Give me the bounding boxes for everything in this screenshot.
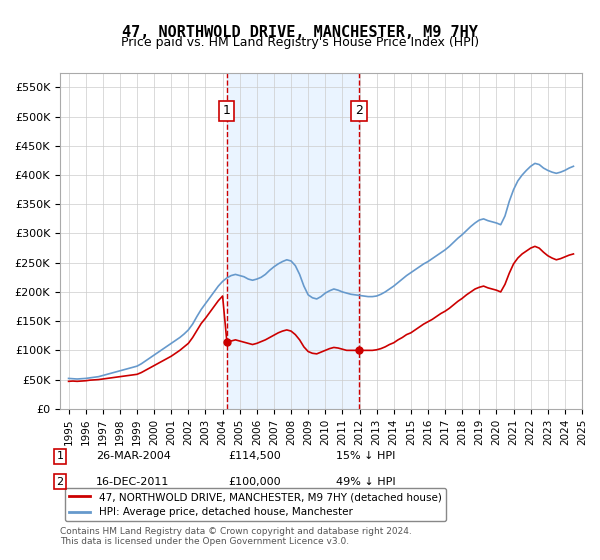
Text: 2: 2 <box>355 104 363 117</box>
Bar <box>227 73 359 409</box>
Text: 26-MAR-2004: 26-MAR-2004 <box>96 451 171 461</box>
Text: 16-DEC-2011: 16-DEC-2011 <box>96 477 169 487</box>
Legend: 47, NORTHWOLD DRIVE, MANCHESTER, M9 7HY (detached house), HPI: Average price, de: 47, NORTHWOLD DRIVE, MANCHESTER, M9 7HY … <box>65 488 446 521</box>
Text: Price paid vs. HM Land Registry's House Price Index (HPI): Price paid vs. HM Land Registry's House … <box>121 36 479 49</box>
Text: £114,500: £114,500 <box>228 451 281 461</box>
Text: 47, NORTHWOLD DRIVE, MANCHESTER, M9 7HY: 47, NORTHWOLD DRIVE, MANCHESTER, M9 7HY <box>122 25 478 40</box>
Text: £100,000: £100,000 <box>228 477 281 487</box>
Text: 15% ↓ HPI: 15% ↓ HPI <box>336 451 395 461</box>
Text: 49% ↓ HPI: 49% ↓ HPI <box>336 477 395 487</box>
Text: 1: 1 <box>223 104 230 117</box>
Text: Contains HM Land Registry data © Crown copyright and database right 2024.
This d: Contains HM Land Registry data © Crown c… <box>60 526 412 546</box>
Text: 1: 1 <box>56 451 64 461</box>
Text: 2: 2 <box>56 477 64 487</box>
